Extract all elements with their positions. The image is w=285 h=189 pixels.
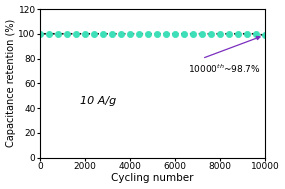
Text: $10000^{th}$~98.7%: $10000^{th}$~98.7% <box>188 62 261 75</box>
Text: 10 A/g: 10 A/g <box>80 96 117 106</box>
X-axis label: Cycling number: Cycling number <box>111 174 194 184</box>
Y-axis label: Capacitance retention (%): Capacitance retention (%) <box>5 19 16 147</box>
